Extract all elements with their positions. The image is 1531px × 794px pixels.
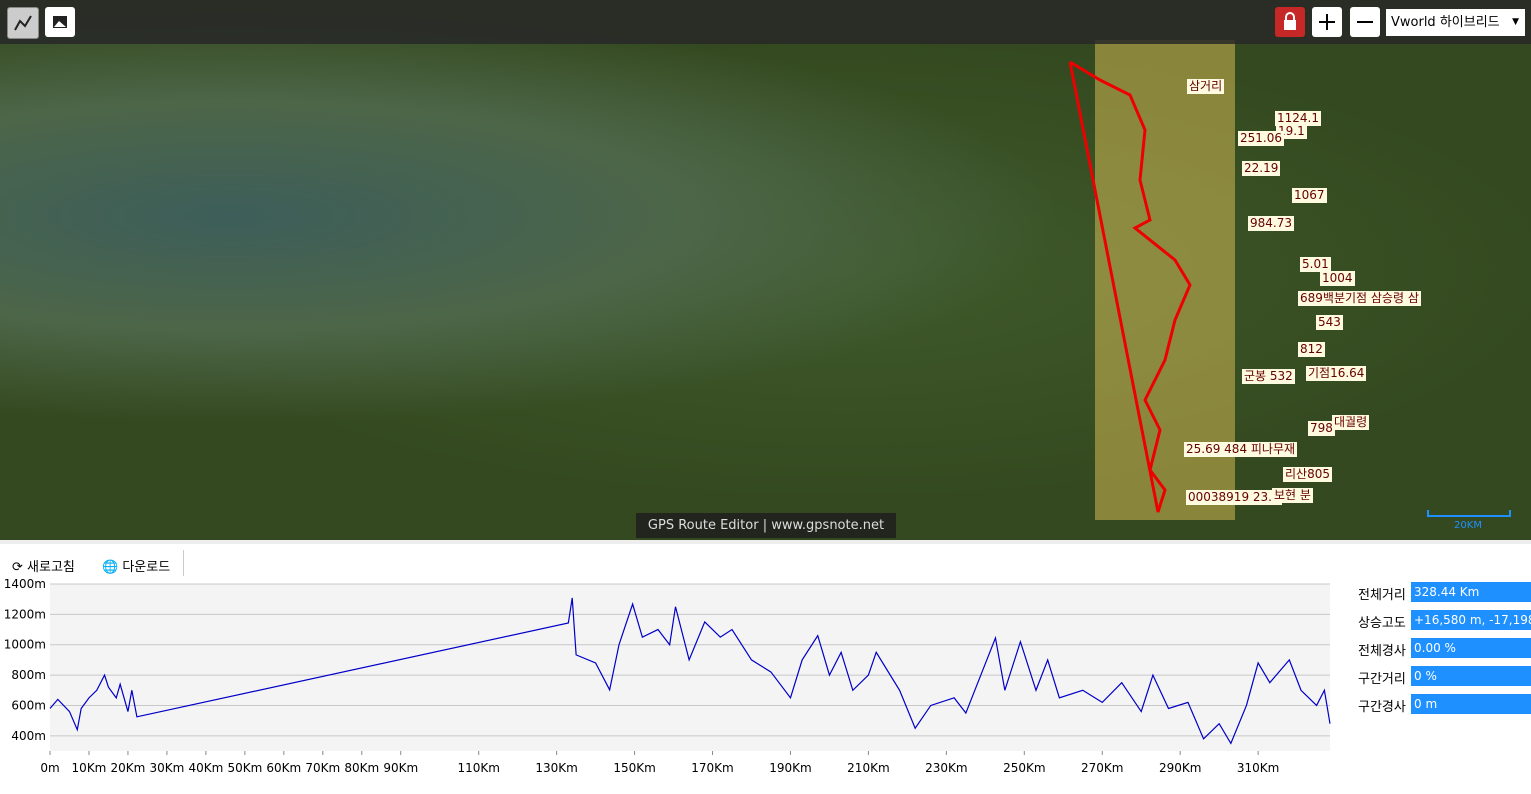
scale-bar [1427,510,1511,517]
map-label: 1067 [1292,188,1327,203]
stat-value: 0.00 % [1411,638,1531,658]
refresh-button[interactable]: ⟳ 새로고침 [12,560,75,575]
map-label: 기점16.64 [1306,366,1367,381]
map-label: 25.69 484 피나무재 [1184,442,1298,457]
x-tick-label: 290Km [1159,761,1201,775]
stat-label: 구간거리 [1358,672,1406,687]
x-tick-label: 310Km [1237,761,1279,775]
map-label: 5.01 [1300,257,1331,272]
refresh-text: 새로고침 [27,560,75,575]
map-label: 대궐령 [1332,415,1370,430]
x-tick-label: 250Km [1003,761,1045,775]
map-label: 543 [1316,315,1343,330]
y-tick-label: 1000m [4,638,46,652]
map-label: 보현 분 [1272,488,1313,503]
map-style-select[interactable]: Vworld 하이브리드 ▼ [1386,9,1525,36]
y-tick-label: 800m [11,668,46,682]
map-label: 689백분기점 삼승령 삼 [1298,291,1421,306]
elevation-line [49,597,1331,745]
x-tick-label: 110Km [457,761,499,775]
x-tick-label: 210Km [847,761,889,775]
x-tick-label: 130Km [535,761,577,775]
y-tick-label: 400m [11,729,46,743]
stat-label: 상승고도 [1358,616,1406,631]
x-tick-label: 30Km [150,761,185,775]
zoom-in-button[interactable] [1312,7,1342,37]
x-tick-label: 90Km [383,761,418,775]
map-style-text: Vworld 하이브리드 [1391,15,1500,30]
x-tick-label: 50Km [227,761,262,775]
image-button[interactable] [45,7,75,37]
x-tick-label: 80Km [344,761,379,775]
x-tick-label: 60Km [266,761,301,775]
map-label: 00038919 23.1 [1186,490,1282,505]
x-tick-label: 0m [40,761,59,775]
map-label: 1124.1 [1275,111,1321,126]
y-tick-label: 1400m [4,577,46,591]
x-tick-label: 10Km [72,761,107,775]
stat-label: 전체경사 [1358,644,1406,659]
download-button[interactable]: 🌐 다운로드 [102,560,171,575]
stat-value: 0 m [1411,694,1531,714]
y-tick-label: 600m [11,698,46,712]
plot-area [50,584,1330,751]
chart-toggle-button[interactable] [7,7,39,39]
x-tick-label: 170Km [691,761,733,775]
map-label: 리산805 [1283,467,1332,482]
map-label: 251.06 [1238,131,1284,146]
x-tick-label: 230Km [925,761,967,775]
stat-value: 0 % [1411,666,1531,686]
map-label: 22.19 [1242,161,1281,176]
lock-button[interactable] [1275,7,1305,37]
stat-value: +16,580 m, -17,198 m [1411,610,1531,630]
map-label: 삼거리 [1187,79,1225,94]
download-text: 다운로드 [122,560,171,575]
stat-value: 328.44 Km [1411,582,1531,602]
map-label: 1004 [1320,271,1355,286]
map-label: 798 [1308,421,1335,436]
x-tick-label: 20Km [111,761,146,775]
x-tick-label: 70Km [305,761,340,775]
separator [183,550,184,576]
x-tick-label: 270Km [1081,761,1123,775]
elevation-chart: 400m 600m 800m 1000m 1200m 1400m 0m 10Km 20Km 30K… [4,577,1331,775]
map-label: 812 [1298,342,1325,357]
map-label: 군봉 532 [1242,369,1295,384]
map[interactable]: Vworld 하이브리드 ▼ 삼거리 1124.1 19.1 251.06 22.… [0,0,1531,540]
stat-label: 전체거리 [1358,588,1406,603]
route-line [1068,60,1192,513]
watermark: GPS Route Editor | www.gpsnote.net [636,513,896,538]
route-layer [1068,40,1235,520]
scale-label: 20KM [1454,520,1482,531]
elevation-curtain [1095,40,1235,520]
x-tick-label: 40Km [188,761,223,775]
map-label: 984.73 [1248,216,1294,231]
x-tick-label: 190Km [769,761,811,775]
y-tick-label: 1200m [4,607,46,621]
x-tick-label: 150Km [613,761,655,775]
zoom-out-button[interactable] [1350,7,1380,37]
stat-label: 구간경사 [1358,700,1406,715]
